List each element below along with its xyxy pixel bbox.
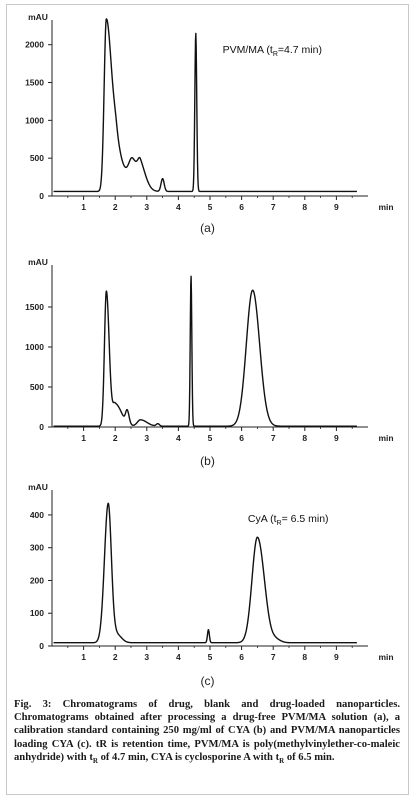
x-tick-label: 4 bbox=[176, 433, 181, 443]
x-tick-label: 6 bbox=[239, 652, 244, 662]
x-tick-label: 6 bbox=[239, 202, 244, 212]
x-tick-label: 5 bbox=[208, 652, 213, 662]
panel-label-a: (a) bbox=[200, 221, 215, 235]
x-tick-label: 7 bbox=[271, 202, 276, 212]
x-tick-label: 5 bbox=[208, 202, 213, 212]
figure-caption: Fig. 3: Chromatograms of drug, blank and… bbox=[14, 698, 400, 768]
y-axis-label: mAU bbox=[28, 257, 48, 267]
y-tick-label: 200 bbox=[30, 575, 44, 585]
y-tick-label: 0 bbox=[39, 641, 44, 651]
x-tick-label: 5 bbox=[208, 433, 213, 443]
caption-body: Chromatograms obtained after processing … bbox=[14, 712, 400, 765]
x-tick-label: 7 bbox=[271, 433, 276, 443]
y-tick-label: 100 bbox=[30, 608, 44, 618]
x-tick-label: 3 bbox=[144, 202, 149, 212]
x-tick-label: 9 bbox=[334, 202, 339, 212]
x-tick-label: 9 bbox=[334, 652, 339, 662]
y-tick-label: 1000 bbox=[25, 342, 44, 352]
x-tick-label: 1 bbox=[81, 652, 86, 662]
y-tick-label: 0 bbox=[39, 191, 44, 201]
x-tick-label: 2 bbox=[113, 202, 118, 212]
x-tick-label: 1 bbox=[81, 433, 86, 443]
retention-annotation: PVM/MA (tR=4.7 min) bbox=[223, 44, 322, 58]
x-axis-label: min bbox=[378, 202, 393, 212]
x-tick-label: 4 bbox=[176, 652, 181, 662]
y-tick-label: 500 bbox=[30, 382, 44, 392]
chart-panel-c: mAU 0 100 200 300 400 1 2 3 4 5 6 7 8 9 min CyA (tR= 6.5… bbox=[6, 478, 409, 692]
y-tick-label: 0 bbox=[39, 422, 44, 432]
x-tick-label: 3 bbox=[144, 652, 149, 662]
figure-frame bbox=[6, 4, 409, 795]
x-tick-label: 8 bbox=[302, 202, 307, 212]
panel-label-b: (b) bbox=[200, 454, 215, 468]
x-tick-label: 2 bbox=[113, 652, 118, 662]
chart-panel-b: mAU 0 500 1000 1500 1 2 3 4 5 6 7 8 9 min (b) bbox=[6, 253, 409, 473]
caption-lead: Fig. 3: Chromatograms of drug, blank and… bbox=[14, 699, 400, 710]
chromatogram-trace bbox=[53, 502, 358, 644]
x-tick-label: 1 bbox=[81, 202, 86, 212]
y-tick-label: 1000 bbox=[25, 115, 44, 125]
x-tick-label: 7 bbox=[271, 652, 276, 662]
y-axis-label: mAU bbox=[28, 12, 48, 22]
x-tick-label: 9 bbox=[334, 433, 339, 443]
x-tick-label: 6 bbox=[239, 433, 244, 443]
x-tick-label: 8 bbox=[302, 433, 307, 443]
y-axis-label: mAU bbox=[28, 482, 48, 492]
x-axis-label: min bbox=[378, 433, 393, 443]
y-tick-label: 400 bbox=[30, 510, 44, 520]
x-axis-label: min bbox=[378, 652, 393, 662]
y-tick-label: 1500 bbox=[25, 78, 44, 88]
chromatogram-c: mAU 0 100 200 300 400 1 2 3 4 5 6 7 8 9 min CyA (tR= 6.5… bbox=[28, 482, 393, 662]
retention-annotation: CyA (tR= 6.5 min) bbox=[248, 513, 329, 527]
y-tick-label: 500 bbox=[30, 153, 44, 163]
chart-panel-a: mAU 0 500 1000 1500 2000 1 2 3 4 5 6 7 8 9 min PVM/MA (t… bbox=[6, 8, 409, 240]
chromatogram-trace bbox=[53, 18, 358, 193]
chromatogram-b: mAU 0 500 1000 1500 1 2 3 4 5 6 7 8 9 min bbox=[25, 257, 393, 443]
y-tick-label: 1500 bbox=[25, 302, 44, 312]
panel-label-c: (c) bbox=[200, 674, 215, 688]
chromatogram-trace bbox=[53, 275, 358, 427]
x-tick-label: 8 bbox=[302, 652, 307, 662]
chromatogram-a: mAU 0 500 1000 1500 2000 1 2 3 4 5 6 7 8 9 min PVM/MA (t… bbox=[25, 12, 393, 212]
x-tick-label: 4 bbox=[176, 202, 181, 212]
y-tick-label: 2000 bbox=[25, 40, 44, 50]
x-tick-label: 2 bbox=[113, 433, 118, 443]
x-tick-label: 3 bbox=[144, 433, 149, 443]
y-tick-label: 300 bbox=[30, 543, 44, 553]
